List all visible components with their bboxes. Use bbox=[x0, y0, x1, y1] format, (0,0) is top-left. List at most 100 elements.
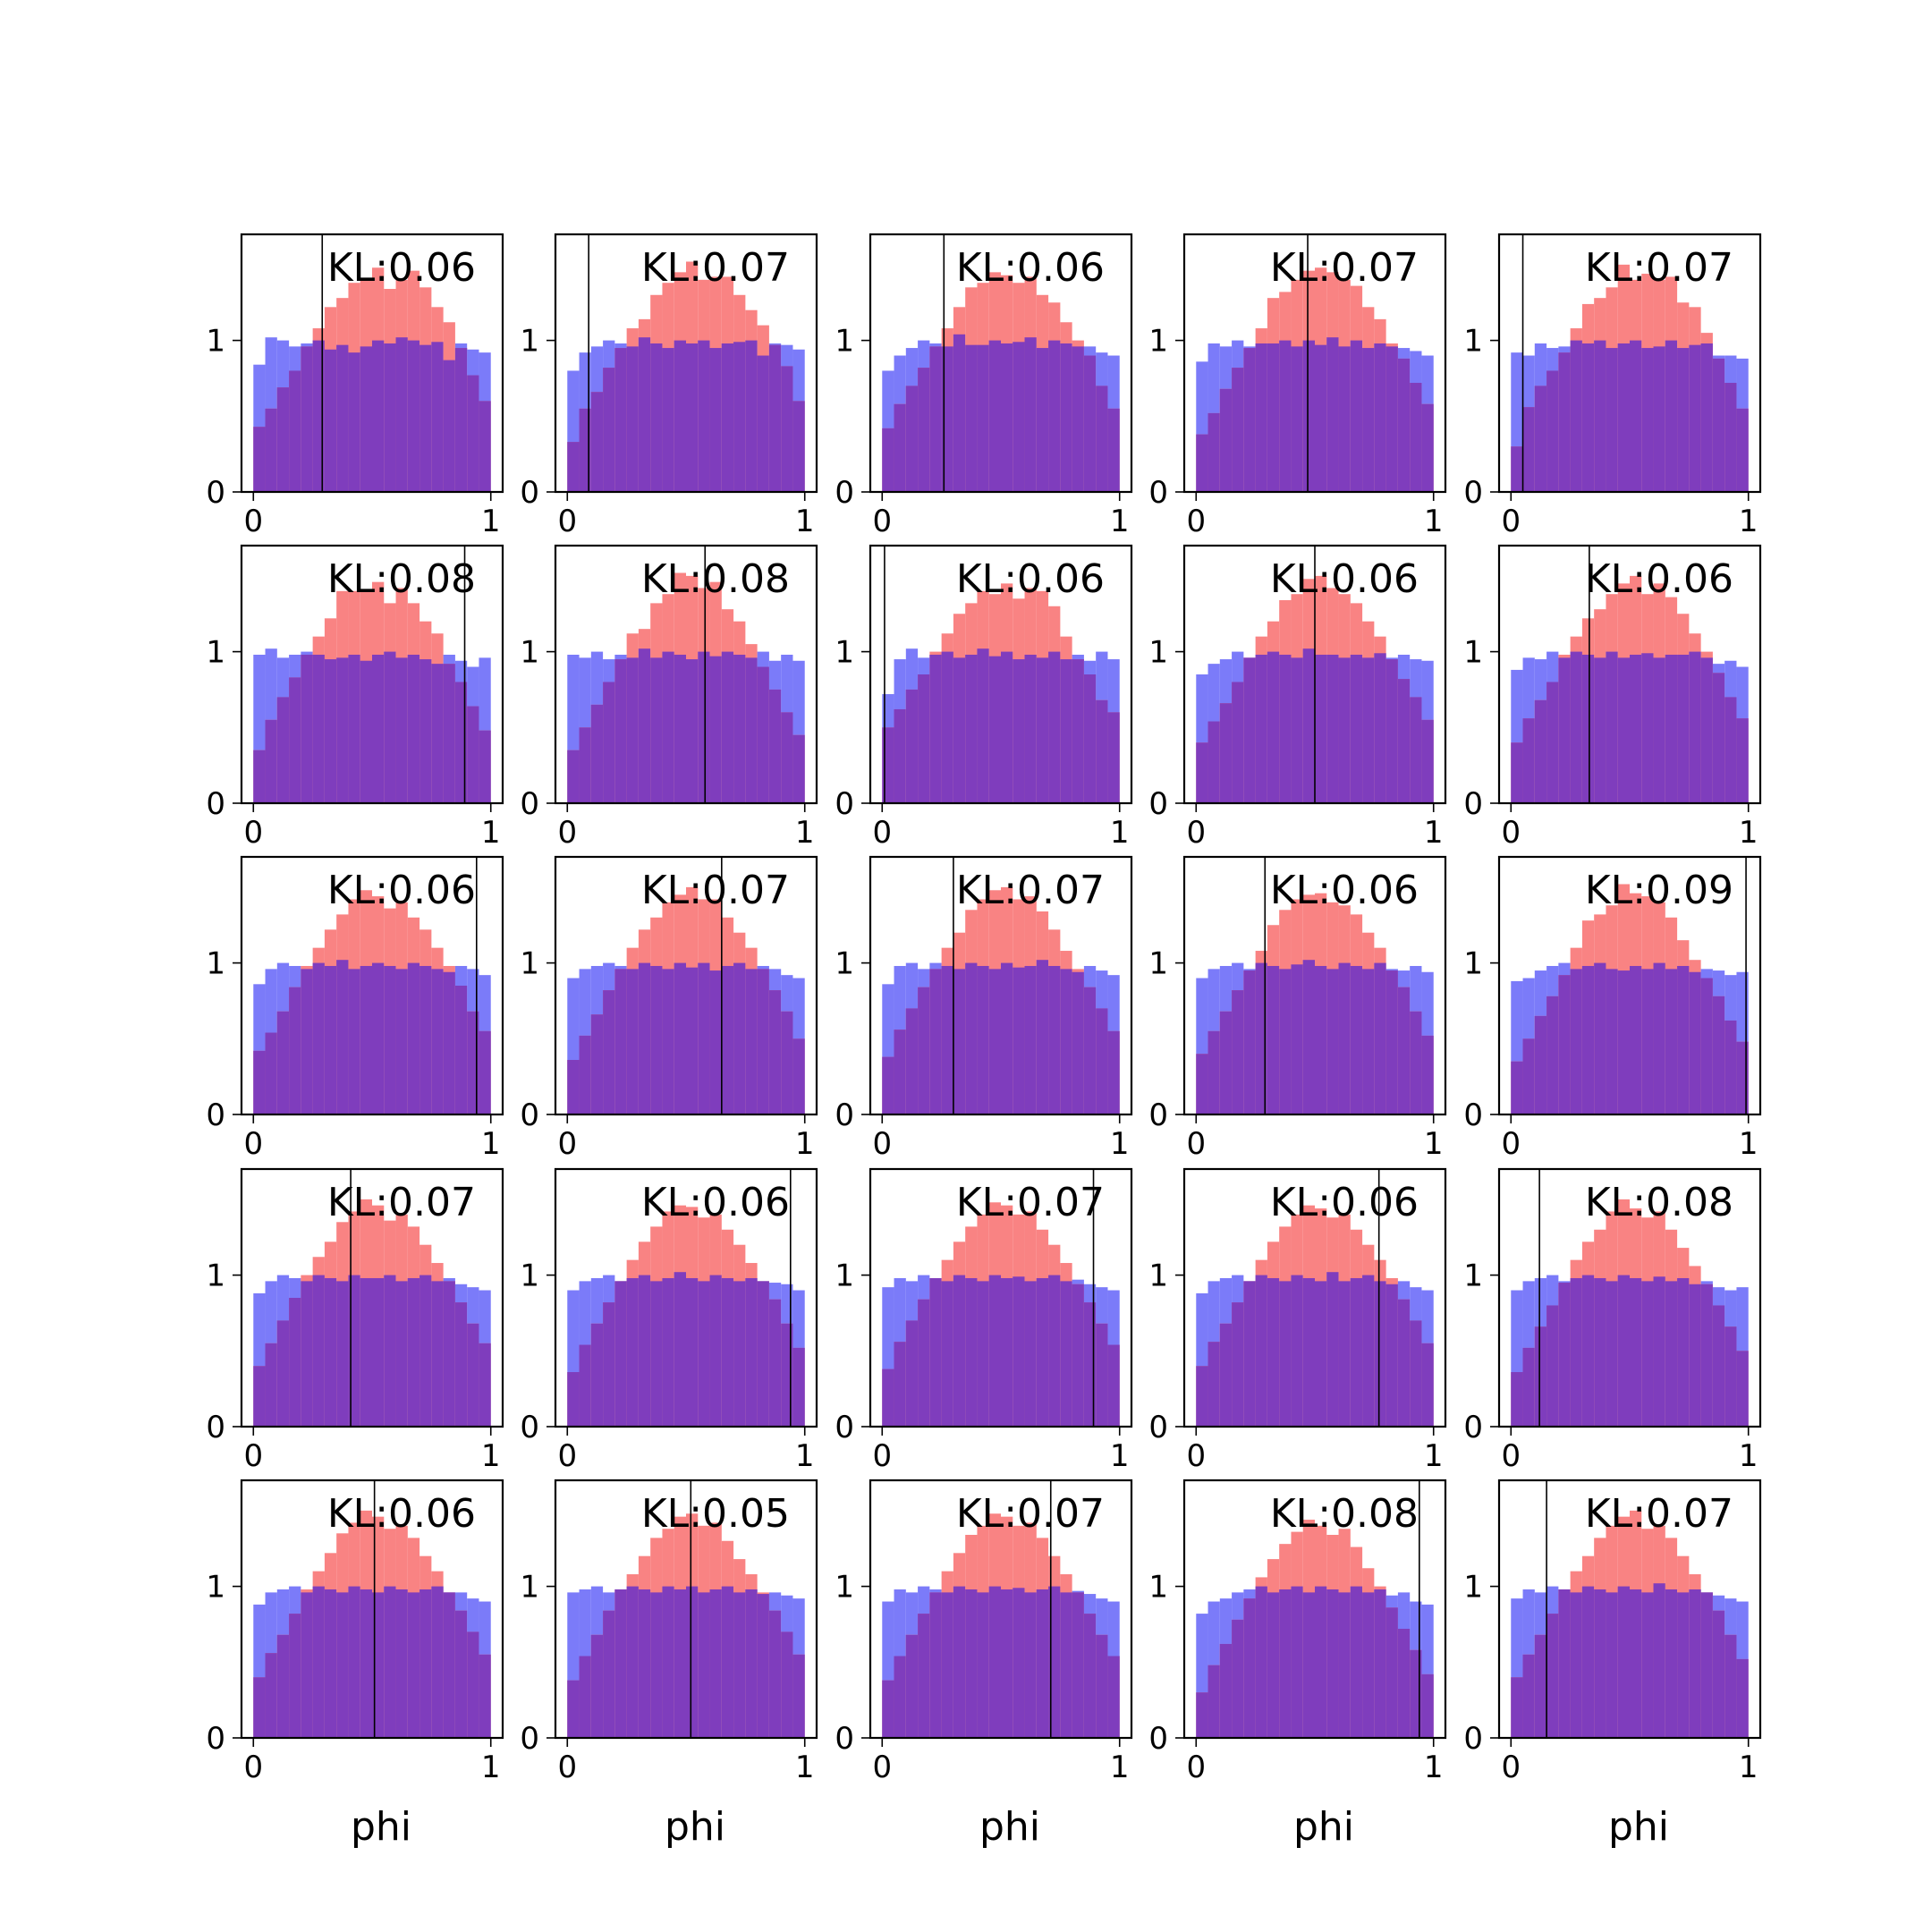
overlap-bar bbox=[626, 657, 639, 803]
overlap-bar bbox=[1024, 654, 1037, 803]
overlap-bar bbox=[590, 1323, 604, 1427]
overlap-bar bbox=[1374, 653, 1386, 803]
overlap-bar bbox=[1279, 340, 1292, 492]
overlap-bar bbox=[1196, 1692, 1208, 1738]
overlap-bar bbox=[674, 962, 686, 1114]
overlap-bar bbox=[1410, 1320, 1422, 1427]
overlap-bar bbox=[709, 1275, 722, 1427]
overlap-bar bbox=[1107, 408, 1120, 492]
axes-frame bbox=[1497, 855, 1762, 1116]
y-tick-label: 0 bbox=[1463, 475, 1483, 511]
x-tick-label: 1 bbox=[481, 1126, 501, 1162]
kl-label: KL:0.07 bbox=[641, 868, 790, 913]
overlap-bar bbox=[1208, 1665, 1220, 1738]
overlap-bar bbox=[662, 969, 674, 1114]
overlap-bar bbox=[638, 337, 651, 492]
overlap-bar bbox=[1594, 962, 1606, 1114]
overlap-bar bbox=[253, 1677, 266, 1738]
overlap-bar bbox=[1677, 654, 1690, 803]
overlap-bar bbox=[1546, 1614, 1559, 1738]
overlap-bar bbox=[614, 348, 627, 492]
overlap-bar bbox=[1724, 383, 1737, 492]
x-tick-label: 0 bbox=[243, 1750, 263, 1785]
panel-20: 0 1 0 1 KL:0.08 bbox=[1463, 1167, 1762, 1474]
axes-frame bbox=[554, 1167, 818, 1428]
panel-1: 0 1 0 1 KL:0.06 bbox=[206, 233, 504, 539]
overlap-bar bbox=[965, 654, 978, 803]
axes-frame bbox=[240, 1479, 504, 1740]
overlap-bar bbox=[1001, 343, 1013, 492]
overlap-bar bbox=[988, 656, 1001, 803]
overlap-bar bbox=[1606, 348, 1618, 492]
overlap-bar bbox=[662, 1277, 674, 1427]
y-tick-label: 1 bbox=[1463, 1258, 1483, 1294]
overlap-bar bbox=[905, 689, 919, 803]
overlap-bar bbox=[1243, 1281, 1256, 1427]
y-tick-label: 1 bbox=[1148, 1258, 1168, 1294]
overlap-bar bbox=[1511, 446, 1523, 492]
overlap-bar bbox=[1689, 1589, 1701, 1738]
overlap-bar bbox=[1196, 1366, 1208, 1427]
overlap-bar bbox=[1410, 1011, 1422, 1114]
overlap-bar bbox=[953, 657, 966, 803]
x-tick-label: 1 bbox=[795, 1750, 815, 1785]
overlap-bar bbox=[384, 1275, 396, 1427]
overlap-bar bbox=[479, 401, 491, 492]
overlap-bar bbox=[721, 651, 734, 803]
overlap-bar bbox=[1665, 1589, 1678, 1738]
overlap-bar bbox=[1060, 969, 1072, 1114]
kl-label: KL:0.06 bbox=[1270, 868, 1419, 913]
overlap-bar bbox=[781, 1011, 793, 1114]
overlap-bar bbox=[1048, 651, 1061, 803]
axes-frame bbox=[554, 1479, 818, 1740]
kl-label: KL:0.07 bbox=[956, 1180, 1105, 1225]
overlap-bar bbox=[1511, 1061, 1523, 1114]
overlap-bar bbox=[686, 343, 699, 492]
overlap-bar bbox=[265, 719, 277, 803]
overlap-bar bbox=[1219, 1643, 1233, 1738]
x-tick-label: 0 bbox=[557, 815, 577, 851]
kl-label: KL:0.09 bbox=[1585, 868, 1733, 913]
overlap-bar bbox=[1267, 343, 1280, 492]
overlap-bar bbox=[1581, 343, 1595, 492]
overlap-bar bbox=[721, 1277, 734, 1427]
overlap-bar bbox=[1302, 1277, 1315, 1427]
overlap-bar bbox=[1511, 742, 1523, 803]
overlap-bar bbox=[1522, 1038, 1535, 1114]
overlap-bar bbox=[1060, 343, 1072, 492]
overlap-bar bbox=[1712, 1610, 1725, 1738]
axes-frame bbox=[554, 544, 818, 805]
overlap-bar bbox=[1060, 659, 1072, 803]
overlap-bar bbox=[443, 360, 455, 492]
kl-label: KL:0.07 bbox=[1585, 1491, 1733, 1537]
overlap-bar bbox=[1641, 1281, 1654, 1427]
overlap-bar bbox=[253, 427, 266, 492]
overlap-bar bbox=[1001, 962, 1013, 1114]
overlap-bar bbox=[1326, 969, 1339, 1114]
y-tick-label: 0 bbox=[206, 475, 225, 511]
overlap-bar bbox=[1219, 703, 1233, 803]
y-tick-label: 1 bbox=[835, 635, 854, 671]
y-tick-label: 1 bbox=[1463, 946, 1483, 982]
overlap-bar bbox=[419, 344, 432, 492]
y-tick-label: 0 bbox=[520, 1410, 539, 1445]
overlap-bar bbox=[603, 1302, 615, 1427]
overlap-bar bbox=[1397, 1629, 1411, 1738]
overlap-bar bbox=[372, 340, 385, 492]
overlap-bar bbox=[768, 1299, 782, 1427]
kl-label: KL:0.06 bbox=[1270, 556, 1419, 602]
overlap-bar bbox=[1630, 654, 1642, 803]
overlap-bar bbox=[1617, 343, 1630, 492]
overlap-bar bbox=[650, 965, 663, 1114]
overlap-bar bbox=[360, 1277, 372, 1427]
x-tick-label: 0 bbox=[1186, 504, 1206, 539]
overlap-bar bbox=[614, 659, 627, 803]
overlap-bar bbox=[614, 969, 627, 1114]
overlap-bar bbox=[1291, 657, 1303, 803]
kl-label: KL:0.07 bbox=[1270, 245, 1419, 291]
overlap-bar bbox=[745, 1277, 758, 1427]
overlap-bar bbox=[733, 1281, 746, 1427]
overlap-bar bbox=[792, 1347, 805, 1427]
overlap-bar bbox=[709, 348, 722, 492]
overlap-bar bbox=[265, 408, 277, 492]
